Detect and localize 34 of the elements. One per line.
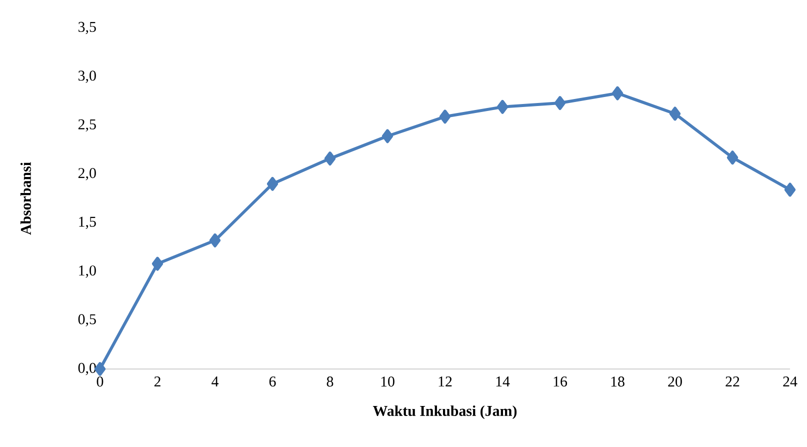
point xyxy=(439,110,451,124)
y-tick-label: 3,5 xyxy=(78,22,96,34)
point xyxy=(496,100,508,114)
x-tick-label: 14 xyxy=(496,376,510,386)
x-tick-label: 8 xyxy=(326,376,334,387)
y-tick-label: 1,0 xyxy=(79,265,96,278)
x-tick-label: 20 xyxy=(668,376,682,387)
x-tick-label: 24 xyxy=(783,376,798,386)
point xyxy=(209,233,221,248)
y-tick-label: 0,5 xyxy=(78,314,96,326)
y-axis-title: Absorbansi xyxy=(20,162,31,235)
point xyxy=(382,129,394,144)
point xyxy=(612,86,624,100)
x-axis-title: Waktu Inkubasi (Jam) xyxy=(372,405,517,419)
point xyxy=(554,96,566,110)
y-tick-label: 1,5 xyxy=(79,216,96,229)
x-tick-label: 18 xyxy=(611,376,624,387)
x-tick-label: 22 xyxy=(726,376,740,386)
x-tick-label: 6 xyxy=(269,376,276,387)
point xyxy=(669,106,681,121)
point xyxy=(784,182,796,197)
y-tick-label: 2,0 xyxy=(78,168,96,180)
x-tick-label: 16 xyxy=(554,376,568,387)
point xyxy=(266,176,278,191)
point xyxy=(726,150,738,165)
x-tick-label: 0 xyxy=(96,376,104,387)
y-tick-label: 2,5 xyxy=(78,119,96,132)
x-tick-label: 2 xyxy=(154,376,160,386)
point xyxy=(152,256,164,271)
x-tick-label: 12 xyxy=(438,376,452,386)
y-tick-label: 3,0 xyxy=(78,70,96,83)
x-tick-label: 4 xyxy=(212,376,218,386)
x-tick-label: 10 xyxy=(381,376,394,387)
point xyxy=(324,152,336,166)
